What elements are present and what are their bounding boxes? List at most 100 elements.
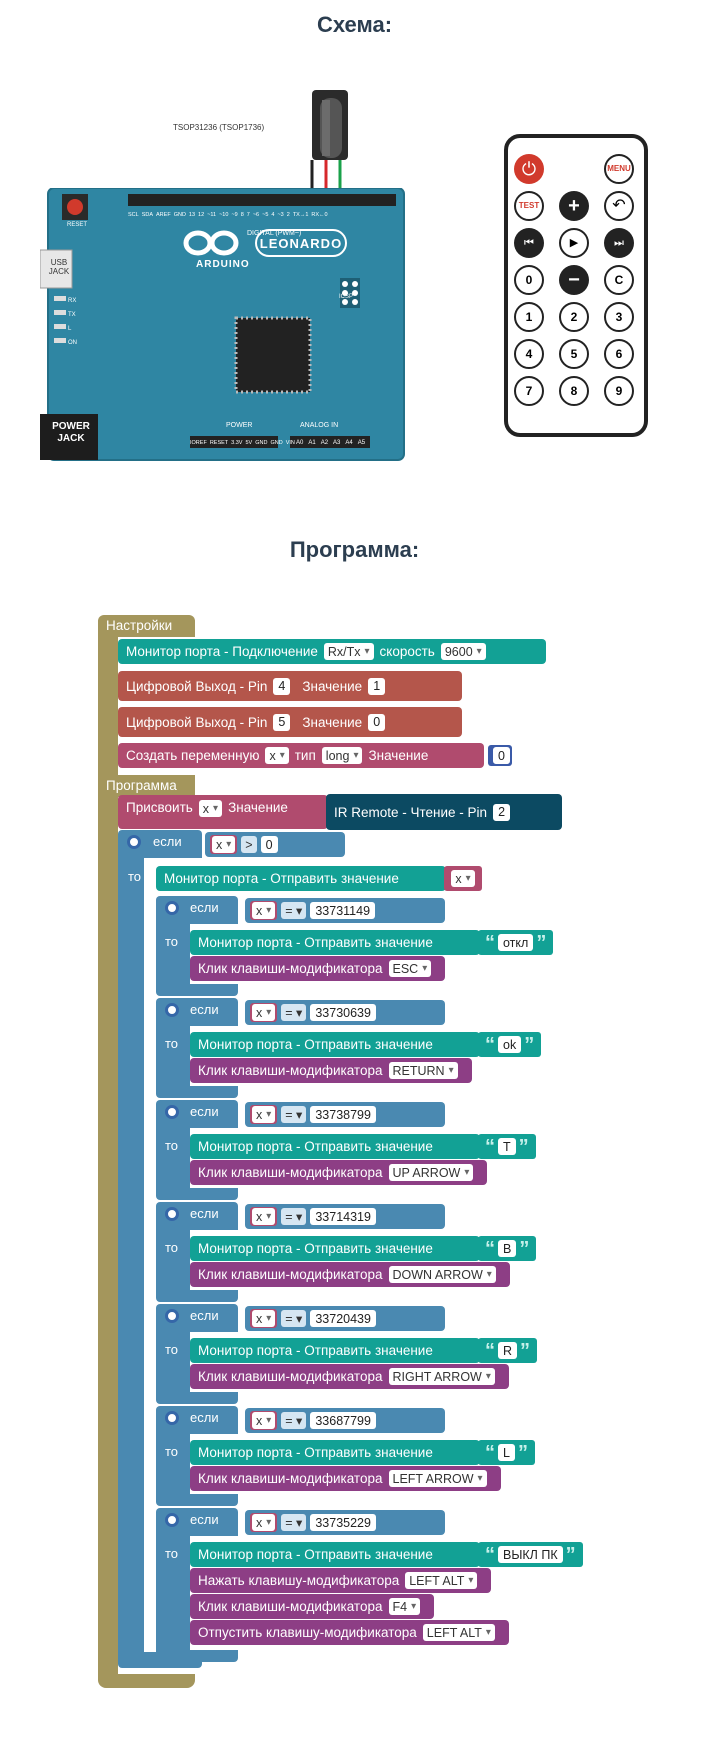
play-button[interactable]: ▶ xyxy=(559,228,589,258)
string-block[interactable]: “ok” xyxy=(478,1032,542,1057)
ir-pin-field[interactable]: 2 xyxy=(493,803,511,821)
cond-code-field[interactable]: 33738799 xyxy=(310,1106,376,1123)
remote-key-8[interactable]: 8 xyxy=(559,376,589,406)
gear-icon[interactable] xyxy=(165,1003,179,1017)
cond-var-dropdown[interactable]: x xyxy=(252,1208,276,1225)
create-variable-block[interactable]: Создать переменную x тип long Значение xyxy=(118,743,484,768)
press-key-block[interactable]: Нажать клавишу-модификатора LEFT ALT xyxy=(190,1568,492,1593)
key-dropdown[interactable]: LEFT ALT xyxy=(405,1572,478,1589)
inner-condition[interactable]: x = ▾33720439 xyxy=(245,1306,445,1331)
plus-button[interactable]: + xyxy=(559,191,589,221)
serial-var-block[interactable]: x xyxy=(444,866,482,891)
var-name-dropdown[interactable]: x xyxy=(265,747,289,764)
test-button[interactable]: TEST xyxy=(514,191,544,221)
release-key-block[interactable]: Отпустить клавишу-модификатора LEFT ALT xyxy=(190,1620,509,1645)
pin-field[interactable]: 4 xyxy=(273,677,291,695)
inner-condition[interactable]: x = ▾33714319 xyxy=(245,1204,445,1229)
serial-send-block[interactable]: Монитор порта - Отправить значение xyxy=(190,1134,480,1159)
key-dropdown[interactable]: LEFT ALT xyxy=(422,1624,495,1641)
click-key-block[interactable]: Клик клавиши-модификатора ESC xyxy=(190,956,446,981)
cond-var-dropdown[interactable]: x xyxy=(252,902,276,919)
gear-icon[interactable] xyxy=(165,1513,179,1527)
key-dropdown[interactable]: LEFT ARROW xyxy=(388,1470,487,1487)
serial-send-block[interactable]: Монитор порта - Отправить значение xyxy=(156,866,446,891)
outer-if-gear[interactable] xyxy=(127,835,141,854)
gear-icon[interactable] xyxy=(165,1207,179,1221)
remote-key-3[interactable]: 3 xyxy=(604,302,634,332)
inner-condition[interactable]: x = ▾33738799 xyxy=(245,1102,445,1127)
string-field[interactable]: T xyxy=(498,1138,516,1155)
next-button[interactable]: ⏭ xyxy=(604,228,634,258)
cond-op-dropdown[interactable]: = ▾ xyxy=(281,1310,307,1327)
cond-code-field[interactable]: 33687799 xyxy=(310,1412,376,1429)
remote-key-4[interactable]: 4 xyxy=(514,339,544,369)
cond-var-dropdown[interactable]: x xyxy=(252,1412,276,1429)
digital-write-block[interactable]: Цифровой Выход - Pin 5 Значение 0 xyxy=(118,707,462,737)
click-key-block[interactable]: Клик клавиши-модификатора RETURN xyxy=(190,1058,472,1083)
remote-key-9[interactable]: 9 xyxy=(604,376,634,406)
key-dropdown[interactable]: UP ARROW xyxy=(388,1164,474,1181)
digital-write-block[interactable]: Цифровой Выход - Pin 4 Значение 1 xyxy=(118,671,462,701)
serial-send-block[interactable]: Монитор порта - Отправить значение xyxy=(190,1338,480,1363)
back-button[interactable]: ↶ xyxy=(604,191,634,221)
string-block[interactable]: “ВЫКЛ ПК” xyxy=(478,1542,583,1567)
gear-icon[interactable] xyxy=(165,901,179,915)
click-key-block[interactable]: Клик клавиши-модификатора LEFT ARROW xyxy=(190,1466,501,1491)
cond-op-dropdown[interactable]: = ▾ xyxy=(281,902,307,919)
remote-key-7[interactable]: 7 xyxy=(514,376,544,406)
string-block[interactable]: “B” xyxy=(478,1236,537,1261)
serial-send-block[interactable]: Монитор порта - Отправить значение xyxy=(190,1542,480,1567)
value-field[interactable]: 0 xyxy=(368,713,386,731)
string-block[interactable]: “откл” xyxy=(478,930,554,955)
inner-condition[interactable]: x = ▾33735229 xyxy=(245,1510,445,1535)
remote-key-c[interactable]: C xyxy=(604,265,634,295)
cond-value-field[interactable]: 0 xyxy=(260,836,278,853)
serial-send-block[interactable]: Монитор порта - Отправить значение xyxy=(190,1236,480,1261)
click-key-block[interactable]: Клик клавиши-модификатора RIGHT ARROW xyxy=(190,1364,509,1389)
type-dropdown[interactable]: long xyxy=(321,747,363,764)
cond-op-dropdown[interactable]: > xyxy=(241,836,257,853)
click-key-block[interactable]: Клик клавиши-модификатора F4 xyxy=(190,1594,435,1619)
var-value-field[interactable]: 0 xyxy=(493,747,510,764)
serial-var-dropdown[interactable]: x xyxy=(451,870,475,887)
inner-condition[interactable]: x = ▾33687799 xyxy=(245,1408,445,1433)
remote-key-2[interactable]: 2 xyxy=(559,302,589,332)
string-field[interactable]: R xyxy=(498,1342,518,1359)
remote-key-6[interactable]: 6 xyxy=(604,339,634,369)
power-button[interactable]: ⏻ xyxy=(514,154,544,184)
string-field[interactable]: ВЫКЛ ПК xyxy=(498,1546,563,1563)
cond-var-dropdown[interactable]: x xyxy=(252,1106,276,1123)
assign-var-dropdown[interactable]: x xyxy=(198,800,223,817)
serial-send-block[interactable]: Монитор порта - Отправить значение xyxy=(190,1440,480,1465)
remote-key-5[interactable]: 5 xyxy=(559,339,589,369)
string-field[interactable]: L xyxy=(498,1444,515,1461)
cond-code-field[interactable]: 33735229 xyxy=(310,1514,376,1531)
gear-icon[interactable] xyxy=(165,1105,179,1119)
remote-key-0[interactable]: 0 xyxy=(514,265,544,295)
ir-read-block[interactable]: IR Remote - Чтение - Pin 2 xyxy=(326,794,562,830)
cond-code-field[interactable]: 33720439 xyxy=(310,1310,376,1327)
pin-field[interactable]: 5 xyxy=(273,713,291,731)
inner-condition[interactable]: x = ▾33731149 xyxy=(245,898,445,923)
remote-key-1[interactable]: 1 xyxy=(514,302,544,332)
key-dropdown[interactable]: RETURN xyxy=(388,1062,458,1079)
cond-var-dropdown[interactable]: x xyxy=(252,1004,276,1021)
cond-op-dropdown[interactable]: = ▾ xyxy=(281,1106,307,1123)
string-block[interactable]: “R” xyxy=(478,1338,538,1363)
gear-icon[interactable] xyxy=(165,1411,179,1425)
key-dropdown[interactable]: F4 xyxy=(388,1598,421,1615)
inner-condition[interactable]: x = ▾33730639 xyxy=(245,1000,445,1025)
outer-condition[interactable]: x > 0 xyxy=(205,832,345,857)
port-dropdown[interactable]: Rx/Tx xyxy=(323,643,374,660)
cond-var-dropdown[interactable]: x xyxy=(252,1514,276,1531)
serial-begin-block[interactable]: Монитор порта - Подключение Rx/Tx скорос… xyxy=(118,639,546,664)
key-dropdown[interactable]: ESC xyxy=(388,960,432,977)
string-block[interactable]: “L” xyxy=(478,1440,535,1465)
string-field[interactable]: ok xyxy=(498,1036,522,1053)
cond-var-dropdown[interactable]: x xyxy=(252,1310,276,1327)
value-field[interactable]: 1 xyxy=(368,677,386,695)
gear-icon[interactable] xyxy=(127,835,141,849)
click-key-block[interactable]: Клик клавиши-модификатора DOWN ARROW xyxy=(190,1262,510,1287)
cond-op-dropdown[interactable]: = ▾ xyxy=(281,1004,307,1021)
string-field[interactable]: B xyxy=(498,1240,517,1257)
